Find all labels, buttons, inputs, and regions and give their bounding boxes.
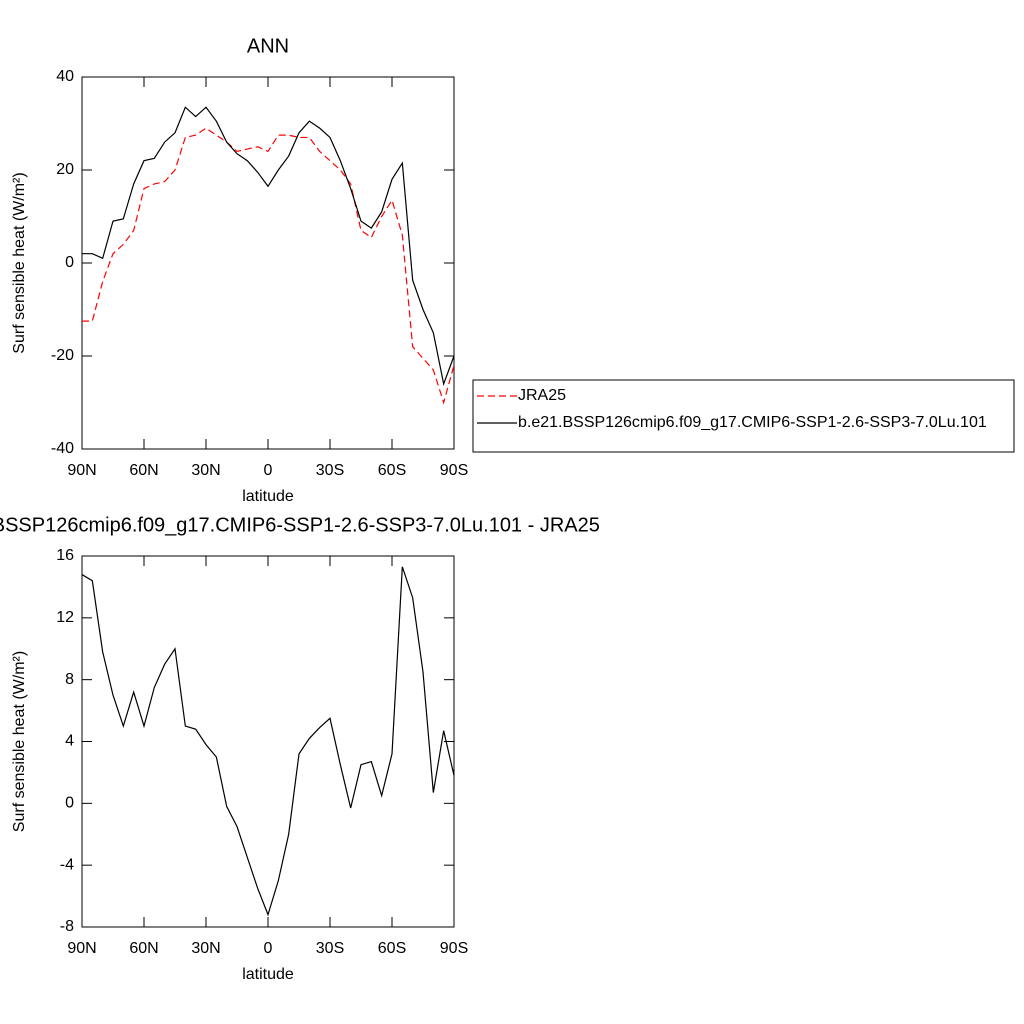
chart-title: ANN bbox=[247, 35, 289, 57]
data-line bbox=[82, 106, 455, 387]
data-line bbox=[82, 127, 455, 405]
x-tick-label: 60S bbox=[378, 462, 406, 479]
x-tick-label: 60N bbox=[129, 940, 158, 957]
x-tick-label: 0 bbox=[264, 940, 273, 957]
x-tick-label: 90S bbox=[440, 940, 468, 957]
legend-label: JRA25 bbox=[518, 387, 566, 404]
y-tick-label: -4 bbox=[60, 856, 74, 873]
x-tick-label: 30N bbox=[191, 940, 220, 957]
y-tick-label: 4 bbox=[65, 733, 74, 750]
plot-frame bbox=[81, 555, 455, 928]
y-tick-label: -8 bbox=[60, 918, 74, 935]
x-tick-label: 0 bbox=[264, 462, 273, 479]
x-tick-label: 60N bbox=[129, 462, 158, 479]
x-tick-label: 30N bbox=[191, 462, 220, 479]
x-tick-label: 90S bbox=[440, 462, 468, 479]
y-tick-label: -40 bbox=[51, 440, 74, 457]
y-tick-label: 20 bbox=[56, 161, 74, 178]
y-axis-label: Surf sensible heat (W/m²) bbox=[11, 172, 28, 353]
y-tick-label: 40 bbox=[56, 68, 74, 85]
y-tick-label: 16 bbox=[56, 547, 74, 564]
x-tick-label: 60S bbox=[378, 940, 406, 957]
y-tick-label: 0 bbox=[65, 795, 74, 812]
data-line bbox=[81, 566, 455, 917]
legend-box bbox=[472, 379, 1015, 453]
x-tick-label: 30S bbox=[316, 940, 344, 957]
x-tick-label: 30S bbox=[316, 462, 344, 479]
legend-label: b.e21.BSSP126cmip6.f09_g17.CMIP6-SSP1-2.… bbox=[518, 414, 987, 431]
chart-title: b.e21.BSSP126cmip6.f09_g17.CMIP6-SSP1-2.… bbox=[0, 514, 600, 536]
x-axis-label: latitude bbox=[242, 488, 294, 505]
y-tick-label: 12 bbox=[56, 609, 74, 626]
y-tick-label: -20 bbox=[51, 347, 74, 364]
y-tick-label: 0 bbox=[65, 254, 74, 271]
y-tick-label: 8 bbox=[65, 671, 74, 688]
y-axis-label: Surf sensible heat (W/m²) bbox=[11, 651, 28, 832]
x-tick-label: 90N bbox=[67, 462, 96, 479]
plot-frame bbox=[81, 76, 455, 450]
x-axis-label: latitude bbox=[242, 966, 294, 983]
x-tick-label: 90N bbox=[67, 940, 96, 957]
